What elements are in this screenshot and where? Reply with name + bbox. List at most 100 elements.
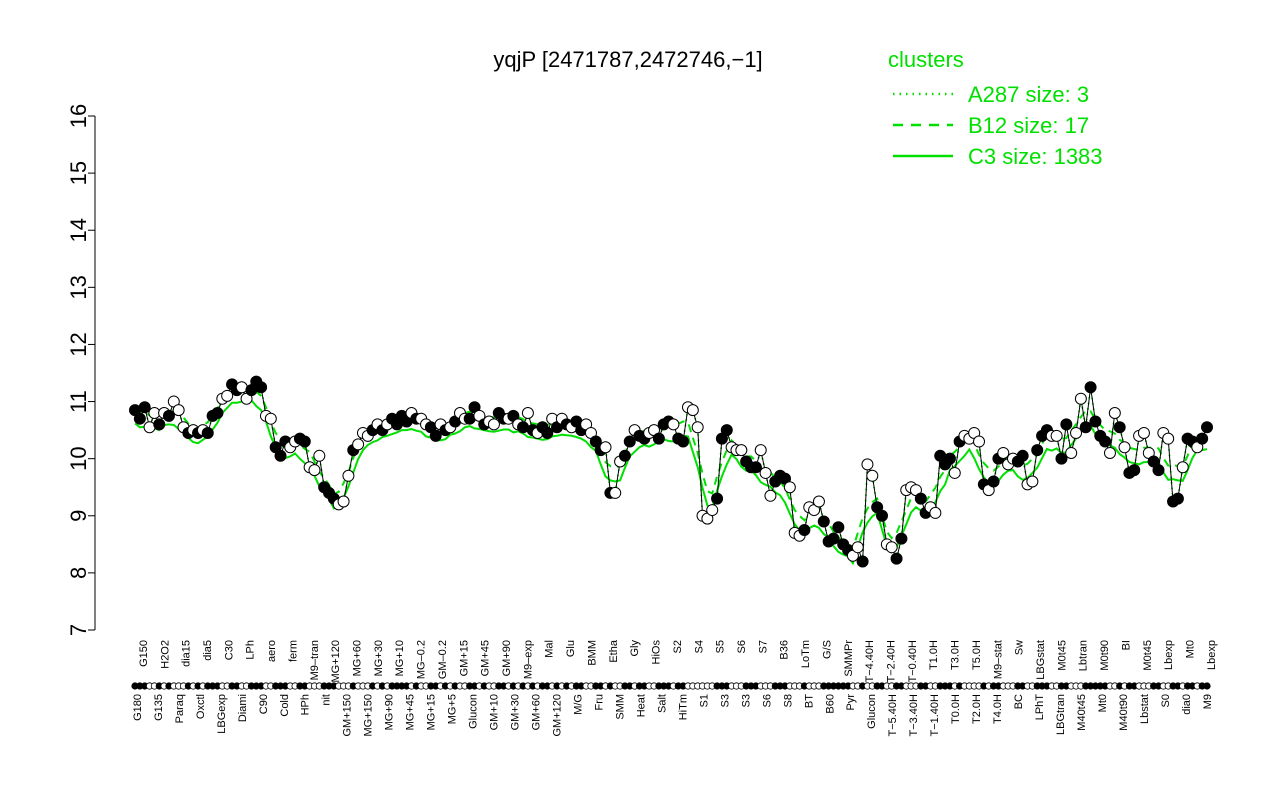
data-point [264, 412, 277, 425]
x-tick-label: T5.0H [971, 640, 983, 670]
x-tick-label: T−1.40H [929, 694, 941, 737]
x-tick-label: LPh [245, 640, 257, 660]
data-point [623, 435, 636, 448]
x-tick-label: Mt0 [1097, 694, 1109, 712]
data-point [255, 381, 268, 394]
x-tick-label: G180 [132, 694, 144, 721]
data-point [1196, 432, 1209, 445]
data-point [691, 421, 704, 434]
data-point [1055, 452, 1068, 465]
data-point [609, 486, 622, 499]
data-point [973, 435, 986, 448]
data-point [162, 409, 175, 422]
x-tick-label: M0t90 [1099, 640, 1111, 671]
rug-mark [1203, 682, 1211, 690]
x-tick-labels: G150 H2O2 dia15 dia5 C30 LPh aero ferm M9–tran MG… [132, 639, 1218, 736]
x-tick-label: Mal [544, 640, 556, 658]
x-tick-label: S3 [740, 694, 752, 707]
data-point [754, 444, 767, 457]
data-point [861, 458, 874, 471]
x-tick-label: GM–0.2 [437, 640, 449, 679]
x-tick-label: M40t90 [1118, 694, 1130, 731]
data-point [1103, 446, 1116, 459]
x-tick-label: S7 [757, 640, 769, 653]
data-point [352, 438, 365, 451]
x-tick-label: LPhT [1034, 694, 1046, 721]
x-tick-label: LoTm [800, 640, 812, 668]
x-tick-label: MG+30 [373, 640, 385, 676]
x-tick-label: nit [321, 694, 333, 706]
x-tick-label: LBGexp [216, 694, 228, 734]
x-tick-label: S0 [1160, 694, 1172, 707]
x-tick-label: Fru [593, 694, 605, 711]
x-tick-label: Lbexp [1163, 640, 1175, 670]
data-point [686, 404, 699, 417]
data-point [274, 449, 287, 462]
legend-label: B12 size: 17 [968, 113, 1089, 138]
x-tick-label: HPh [300, 694, 312, 715]
x-tick-label: H2O2 [159, 640, 171, 669]
data-point [1074, 392, 1087, 405]
data-point [308, 464, 321, 477]
points-connector [134, 380, 1208, 562]
data-point [812, 495, 825, 508]
x-tick-label: LBGstat [1035, 640, 1047, 680]
x-tick-label: Cold [279, 694, 291, 717]
data-point [706, 504, 719, 517]
x-tick-label: M9–stat [992, 640, 1004, 679]
data-point [211, 406, 224, 419]
x-tick-label: T0.0H [950, 694, 962, 724]
x-tick-label: GM+30 [510, 694, 522, 730]
x-tick-label: S3 [719, 694, 731, 707]
data-point [735, 444, 748, 457]
x-tick-label: Mt0 [1185, 640, 1197, 658]
x-tick-label: SMMPr [843, 640, 855, 677]
data-point [987, 475, 1000, 488]
data-point [1118, 441, 1131, 454]
x-tick-label: Heat [635, 694, 647, 717]
x-tick-label: GM+150 [342, 694, 354, 737]
chart-title: yqjP [2471787,2472746,−1] [493, 47, 762, 72]
data-point [1137, 426, 1150, 439]
data-point [866, 469, 879, 482]
x-tick-label: GM+90 [501, 640, 513, 676]
x-tick-label: Lbexp [1206, 640, 1218, 670]
data-point [749, 461, 762, 474]
x-tick-label: B36 [779, 640, 791, 660]
x-tick-label: Lbstat [1139, 694, 1151, 724]
x-tick-label: GM+120 [552, 694, 564, 737]
x-tick-label: BMM [586, 640, 598, 666]
x-tick-label: S1 [698, 694, 710, 707]
data-point [1176, 461, 1189, 474]
x-tick-label: MG+45 [405, 694, 417, 730]
legend: clusters A287 size: 3 B12 size: 17 C3 size… [888, 47, 1103, 169]
data-point [1171, 492, 1184, 505]
data-point [948, 466, 961, 479]
data-point [1084, 381, 1097, 394]
x-tick-label: C90 [258, 694, 270, 714]
data-point [667, 418, 680, 431]
x-tick-label: dia15 [181, 640, 193, 667]
x-tick-label: MG+15 [426, 694, 438, 730]
data-point [221, 389, 234, 402]
data-point [1128, 464, 1141, 477]
x-tick-label: T−2.40H [886, 640, 898, 683]
x-tick-label: GM+60 [531, 694, 543, 730]
data-point [172, 404, 185, 417]
data-point [652, 432, 665, 445]
data-point [599, 441, 612, 454]
data-point [711, 492, 724, 505]
x-tick-label: aero [266, 640, 278, 662]
x-rug [131, 682, 1211, 690]
data-point [298, 435, 311, 448]
data-point [138, 401, 151, 414]
data-point [1070, 426, 1083, 439]
data-point [856, 555, 869, 568]
x-tick-label: MG+150 [363, 694, 375, 737]
data-point [133, 412, 146, 425]
x-tick-label: MG+60 [352, 640, 364, 676]
x-tick-label: Salt [656, 694, 668, 713]
series-line-A287 [134, 380, 1208, 562]
x-tick-label: BC [1013, 694, 1025, 709]
data-point [783, 481, 796, 494]
